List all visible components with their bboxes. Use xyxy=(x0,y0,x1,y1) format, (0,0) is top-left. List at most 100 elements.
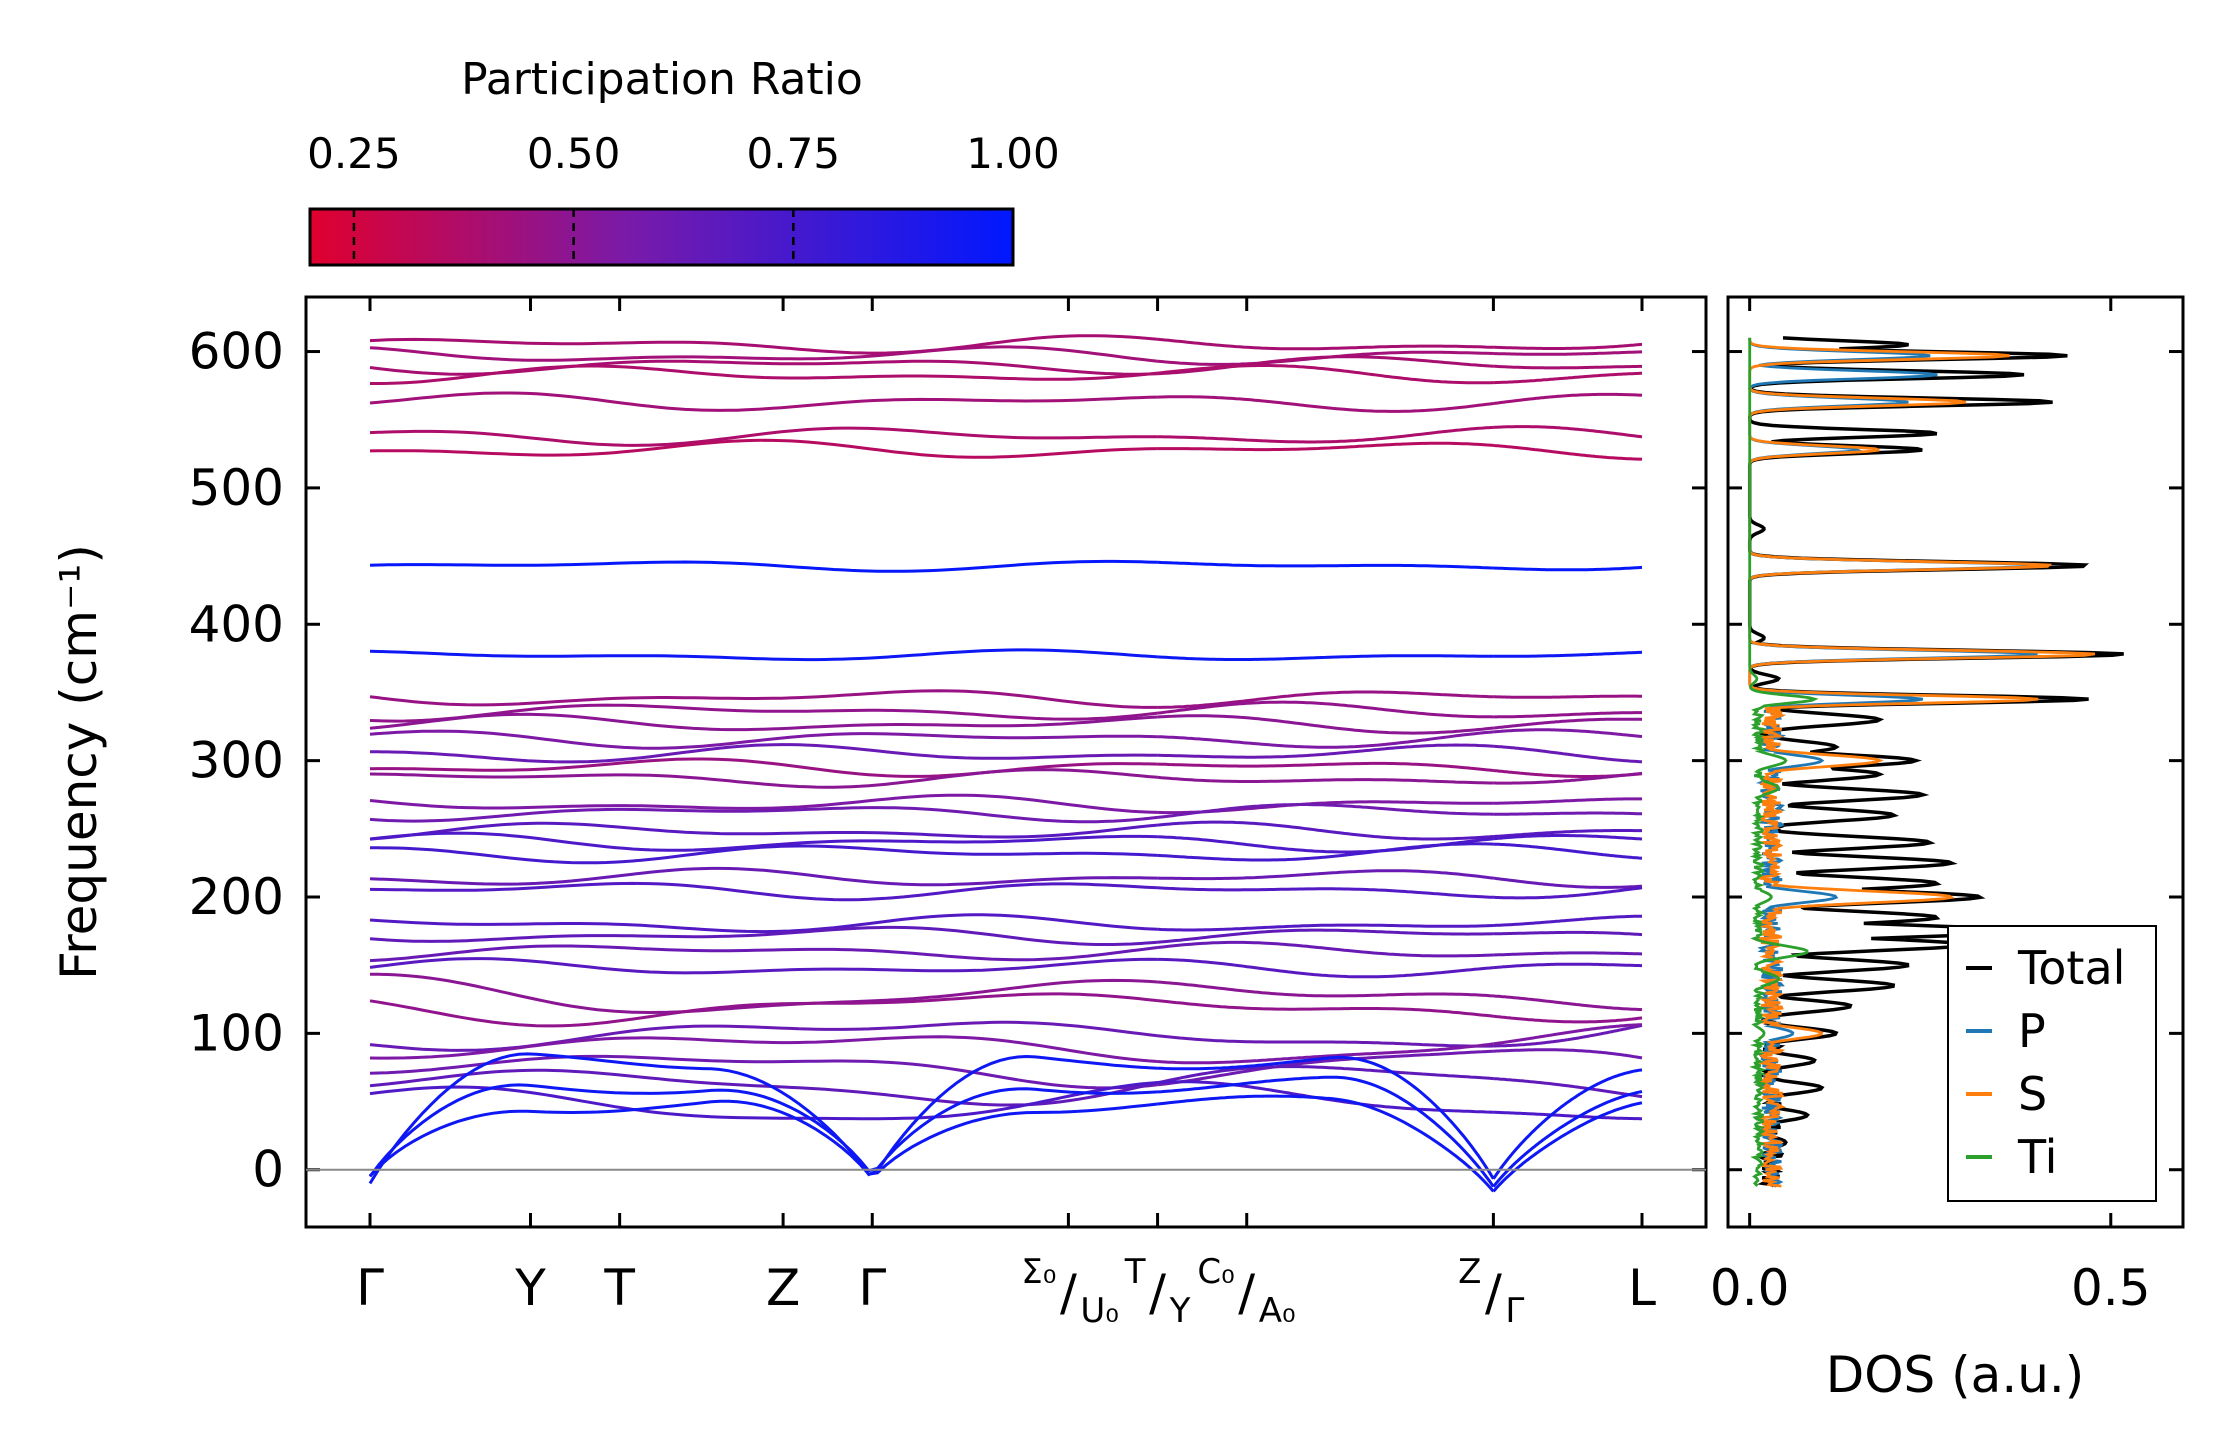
phonon-band xyxy=(1493,744,1643,764)
phonon-band xyxy=(1157,560,1494,570)
colorbar-title: Participation Ratio xyxy=(461,54,863,105)
phonon-band xyxy=(1493,829,1642,838)
phonon-band xyxy=(1157,928,1494,944)
colorbar-tick-labels: 0.25 0.50 0.75 1.00 xyxy=(307,129,1060,178)
phonon-band xyxy=(1493,842,1643,860)
phonon-band xyxy=(369,806,1158,824)
acoustic-band xyxy=(1492,1101,1643,1193)
phonon-band xyxy=(369,944,1158,963)
phonon-band xyxy=(1493,1048,1643,1060)
phonon-band xyxy=(1493,1014,1643,1024)
phonon-band xyxy=(1493,350,1642,356)
phonon-band xyxy=(1157,940,1494,958)
phonon-band xyxy=(1157,690,1494,709)
phonon-band xyxy=(1157,999,1494,1018)
colorbar-tick-label: 0.50 xyxy=(527,129,621,178)
phonon-band xyxy=(1157,761,1494,772)
k-point-label: Γ xyxy=(356,1259,384,1317)
phonon-band xyxy=(369,334,1158,355)
phonon-band xyxy=(1493,728,1643,738)
phonon-band xyxy=(369,712,1158,732)
y-tick-label: 500 xyxy=(189,459,284,517)
k-point-label-upper: T xyxy=(1124,1252,1146,1292)
phonon-band xyxy=(1493,1023,1642,1046)
phonon-band xyxy=(1157,714,1494,735)
phonon-band xyxy=(1493,771,1643,785)
phonon-band xyxy=(1493,650,1643,658)
phonon-band xyxy=(1157,730,1494,749)
phonon-band xyxy=(1493,565,1643,572)
phonon-band xyxy=(1493,994,1643,1012)
phonon-band xyxy=(1157,1049,1494,1087)
phonon-band xyxy=(1157,803,1494,819)
colorbar: Participation Ratio 0.25 0.50 0.75 1.00 xyxy=(307,54,1060,267)
k-point-slash: / xyxy=(1060,1264,1077,1322)
k-point-slash: / xyxy=(1149,1264,1166,1322)
phonon-band xyxy=(370,364,1158,385)
phonon-band xyxy=(1157,886,1494,899)
k-point-slash: / xyxy=(1238,1264,1255,1322)
legend-label: Ti xyxy=(2017,1130,2057,1184)
acoustic-band xyxy=(1157,1075,1495,1188)
phonon-band xyxy=(369,648,1158,662)
phonon-band xyxy=(369,1054,1158,1090)
acoustic-band xyxy=(1492,1068,1643,1180)
k-point-label: Z xyxy=(766,1259,800,1317)
phonon-band xyxy=(1157,654,1494,661)
phonon-band xyxy=(1157,364,1494,385)
phonon-band xyxy=(1493,1024,1643,1048)
phonon-band xyxy=(369,438,1158,459)
phonon-band xyxy=(369,1035,1158,1063)
phonon-band xyxy=(369,957,1158,975)
phonon-band xyxy=(370,972,1158,1015)
phonon-band xyxy=(1493,342,1643,350)
phonon-bands xyxy=(368,334,1643,1193)
y-tick-label: 600 xyxy=(189,323,284,381)
phonon-band xyxy=(1493,811,1642,816)
legend-label: S xyxy=(2018,1067,2047,1121)
phonon-band xyxy=(1157,1042,1494,1065)
phonon-band xyxy=(369,703,1158,723)
y-tick-label: 100 xyxy=(189,1004,284,1062)
k-point-slash: / xyxy=(1485,1264,1502,1322)
k-point-label: Y xyxy=(514,1259,546,1317)
phonon-band xyxy=(1157,842,1494,862)
acoustic-band xyxy=(1157,1094,1495,1193)
phonon-band xyxy=(1157,923,1494,932)
phonon-band xyxy=(1157,395,1494,413)
y-axis-label: Frequency (cm⁻¹) xyxy=(50,544,108,980)
colorbar-tick-label: 1.00 xyxy=(966,129,1060,178)
phonon-band xyxy=(369,793,1158,814)
colorbar-tick-label: 0.75 xyxy=(747,129,841,178)
legend-label: P xyxy=(2018,1004,2046,1058)
dos-panel: 0.0 0.5 DOS (a.u.) Total PS Ti xyxy=(1710,295,2185,1404)
phonon-band xyxy=(1493,914,1642,927)
phonon-band xyxy=(1493,886,1643,900)
phonon-band xyxy=(1493,694,1642,699)
phonon-band xyxy=(1493,1110,1642,1121)
k-point-label-lower: U₀ xyxy=(1080,1291,1119,1331)
phonon-band xyxy=(370,743,1158,764)
phonon-band xyxy=(369,866,1158,887)
phonon-band xyxy=(1157,337,1494,351)
acoustic-band xyxy=(368,1083,1158,1178)
acoustic-band xyxy=(1492,1090,1643,1188)
colorbar-bar xyxy=(308,207,1015,267)
phonon-band xyxy=(1157,775,1494,785)
phonon-band xyxy=(1157,425,1494,444)
phonon-band xyxy=(1157,1065,1494,1085)
phonon-band xyxy=(1493,876,1643,889)
phonon-band xyxy=(1157,700,1494,719)
k-point-label-lower: Y xyxy=(1169,1291,1191,1331)
phonon-band xyxy=(1157,441,1494,452)
k-point-label: Γ xyxy=(858,1259,886,1317)
phonon-band xyxy=(369,831,1158,852)
phonon-band xyxy=(1493,425,1643,439)
phonon-band xyxy=(1493,951,1642,957)
y-tick-label: 200 xyxy=(189,868,284,926)
y-tick-label: 300 xyxy=(189,732,284,790)
y-tick-label: 400 xyxy=(189,595,284,653)
